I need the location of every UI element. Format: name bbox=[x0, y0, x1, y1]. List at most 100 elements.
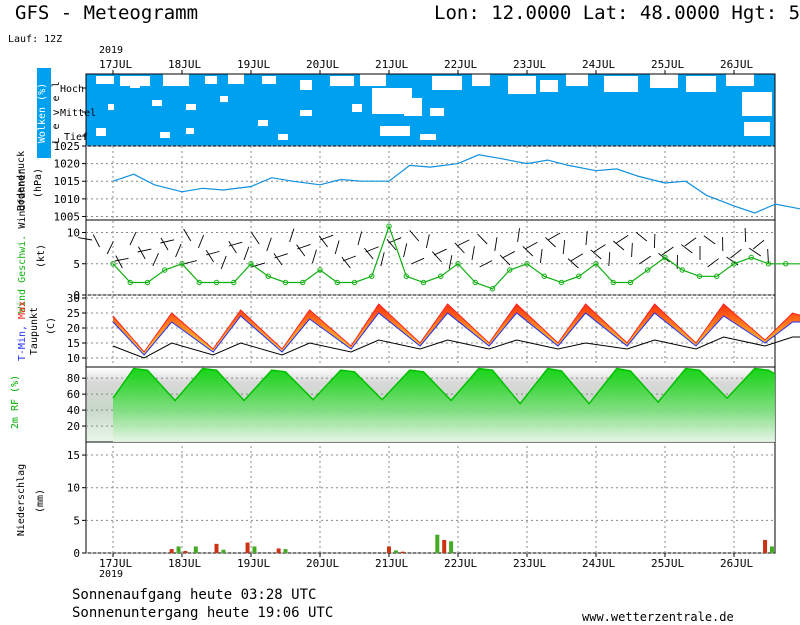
pressure-tick-label: 1015 bbox=[54, 175, 81, 188]
wind-barb bbox=[547, 232, 561, 241]
wind-speed-point bbox=[558, 279, 565, 286]
cloud-level-label: L e v e l bbox=[51, 80, 62, 144]
wind-barb bbox=[386, 238, 397, 251]
precip-bar bbox=[763, 539, 768, 553]
wind-barb bbox=[567, 258, 579, 269]
day-label-top: 23JUL bbox=[513, 58, 546, 71]
temperature-range-area bbox=[113, 304, 800, 355]
day-label-bottom: 19JUL bbox=[237, 557, 270, 570]
wind-barb bbox=[334, 240, 340, 255]
wind-speed-point bbox=[627, 279, 634, 286]
dewpoint-label: Taupunkt bbox=[29, 306, 40, 356]
wind-barb bbox=[183, 260, 197, 265]
wind-barb bbox=[409, 230, 420, 242]
wind-speed-point bbox=[593, 261, 599, 267]
wind-barb bbox=[477, 233, 488, 245]
day-label-bottom: 21JUL bbox=[375, 557, 408, 570]
clear-sky-patch bbox=[432, 76, 462, 90]
clear-sky-patch bbox=[278, 134, 288, 140]
wind-barb bbox=[250, 232, 260, 245]
wind-speed-point bbox=[110, 261, 116, 267]
wind-barb bbox=[616, 234, 629, 244]
day-label-top: 18JUL bbox=[168, 58, 201, 71]
wind-barb bbox=[129, 232, 137, 246]
day-label-bottom: 22JUL bbox=[444, 557, 477, 570]
day-label-bottom: 20JUL bbox=[306, 557, 339, 570]
wind-barb bbox=[273, 253, 283, 266]
precip-bar bbox=[276, 548, 281, 553]
clear-sky-patch bbox=[380, 126, 410, 136]
wind-speed-point bbox=[386, 223, 392, 229]
temperature-label: T-Min, Max bbox=[17, 281, 29, 381]
clear-sky-patch bbox=[420, 134, 436, 140]
wind-speed-point bbox=[317, 267, 323, 273]
wind-speed-point bbox=[765, 261, 772, 267]
wind-barb bbox=[517, 228, 520, 243]
model-run: Lauf: 12Z bbox=[8, 34, 63, 45]
wind-barb bbox=[767, 248, 769, 264]
clear-sky-patch bbox=[186, 104, 196, 110]
clear-sky-patch bbox=[228, 74, 244, 84]
wind-barb bbox=[562, 240, 566, 255]
clear-sky-patch bbox=[220, 96, 228, 102]
precip-bar bbox=[252, 546, 257, 553]
wind-label-speed: Geschwi. bbox=[17, 234, 28, 283]
wind-barb bbox=[545, 237, 556, 248]
day-label-bottom: 26JUL bbox=[720, 557, 753, 570]
day-label-bottom: 23JUL bbox=[513, 557, 546, 570]
website-link[interactable]: www.wetterzentrale.de bbox=[582, 610, 734, 624]
wind-speed-point bbox=[472, 279, 478, 286]
precip-bar bbox=[387, 546, 391, 553]
wind-barb bbox=[425, 234, 430, 249]
day-label-bottom: 18JUL bbox=[168, 557, 201, 570]
wind-speed-point bbox=[334, 279, 340, 286]
wind-speed-point bbox=[213, 279, 220, 286]
dewpoint-line bbox=[112, 336, 800, 359]
wind-speed-point bbox=[455, 261, 461, 267]
precip-bar bbox=[193, 546, 198, 553]
wind-barb bbox=[341, 256, 351, 269]
wind-barb bbox=[296, 244, 306, 257]
pressure-line bbox=[112, 154, 800, 214]
wind-speed-point bbox=[179, 261, 185, 267]
clear-sky-patch bbox=[508, 76, 536, 94]
humidity-tick-label: 60 bbox=[67, 388, 80, 401]
cloud-level-mid: Mittel bbox=[60, 108, 96, 119]
wind-barb bbox=[456, 239, 470, 247]
temp-label-max: Max bbox=[17, 300, 28, 319]
clear-sky-patch bbox=[108, 104, 114, 110]
wind-barb bbox=[448, 255, 453, 270]
humidity-tick-label: 80 bbox=[67, 372, 80, 385]
clear-sky-patch bbox=[686, 76, 716, 92]
precip-tick-label: 15 bbox=[67, 449, 80, 462]
temperature-unit: (C) bbox=[46, 316, 57, 336]
wind-speed-point bbox=[351, 279, 358, 286]
humidity-tick-label: 20 bbox=[67, 420, 80, 433]
wind-barb bbox=[454, 242, 465, 254]
wind-barb bbox=[365, 246, 379, 253]
precip-bar bbox=[769, 546, 774, 553]
clear-sky-patch bbox=[205, 76, 217, 84]
wind-barb bbox=[593, 244, 606, 253]
day-label-top: 26JUL bbox=[720, 58, 753, 71]
day-label-top: 24JUL bbox=[582, 58, 615, 71]
precip-tick-label: 0 bbox=[73, 547, 80, 560]
location-coordinates: Lon: 12.0000 Lat: 48.0000 Hgt: 5 bbox=[434, 2, 800, 24]
pressure-unit: (hPa) bbox=[33, 167, 44, 199]
cloud-level-low: Tief bbox=[64, 132, 88, 143]
wind-speed-point bbox=[231, 279, 237, 286]
temperature-tick-label: 25 bbox=[67, 307, 80, 320]
clear-sky-patch bbox=[566, 74, 588, 86]
temperature-tick-label: 20 bbox=[67, 322, 80, 335]
clear-sky-patch bbox=[130, 82, 140, 88]
precip-bar bbox=[214, 543, 219, 553]
day-label-bottom: 25JUL bbox=[651, 557, 684, 570]
wind-barb bbox=[539, 249, 543, 264]
wind-speed-point bbox=[507, 267, 513, 273]
wind-barb bbox=[266, 237, 272, 252]
sunrise-text: Sonnenaufgang heute 03:28 UTC bbox=[72, 587, 317, 603]
wind-barb bbox=[243, 246, 250, 261]
wind-barb bbox=[342, 255, 357, 262]
wind-barb bbox=[502, 251, 515, 259]
